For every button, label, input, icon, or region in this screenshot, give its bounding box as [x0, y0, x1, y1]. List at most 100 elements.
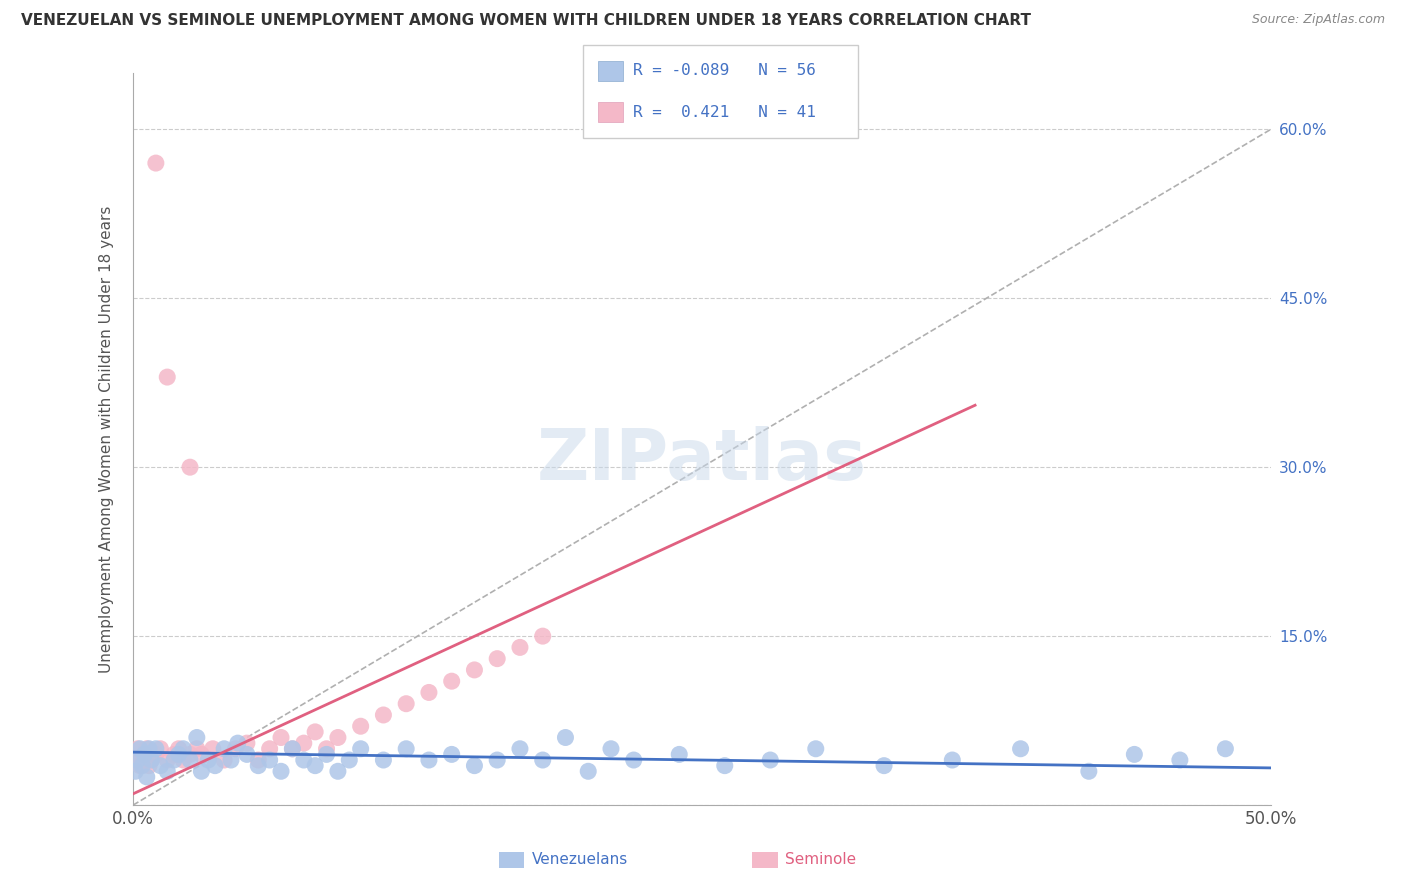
Point — [179, 753, 201, 767]
Point — [167, 747, 190, 762]
Point — [186, 731, 208, 745]
Point — [395, 741, 418, 756]
Point — [131, 753, 153, 767]
Point — [129, 741, 152, 756]
Point — [270, 764, 292, 779]
Point — [212, 753, 235, 767]
Point — [509, 741, 531, 756]
Point — [713, 758, 735, 772]
Point — [124, 764, 146, 779]
Point — [270, 731, 292, 745]
Point — [1077, 764, 1099, 779]
Point — [163, 747, 186, 762]
Point — [941, 753, 963, 767]
Point — [576, 764, 599, 779]
Text: Venezuelans: Venezuelans — [531, 853, 627, 867]
Point — [190, 747, 212, 762]
Point — [149, 758, 172, 772]
Point — [373, 753, 395, 767]
Point — [127, 741, 149, 756]
Point — [315, 741, 337, 756]
Point — [236, 747, 259, 762]
Point — [337, 753, 360, 767]
Point — [145, 747, 167, 762]
Point — [759, 753, 782, 767]
Point — [373, 708, 395, 723]
Y-axis label: Unemployment Among Women with Children Under 18 years: Unemployment Among Women with Children U… — [100, 205, 114, 673]
Point — [259, 753, 281, 767]
Point — [304, 758, 326, 772]
Point — [247, 758, 270, 772]
Text: Seminole: Seminole — [785, 853, 856, 867]
Point — [129, 758, 152, 772]
Point — [292, 736, 315, 750]
Point — [204, 758, 226, 772]
Point — [554, 731, 576, 745]
Point — [179, 460, 201, 475]
Point — [304, 724, 326, 739]
Point — [156, 370, 179, 384]
Point — [219, 753, 242, 767]
Point — [1168, 753, 1191, 767]
Point — [163, 753, 186, 767]
Point — [531, 629, 554, 643]
Point — [668, 747, 690, 762]
Point — [463, 663, 485, 677]
Point — [395, 697, 418, 711]
Text: R =  0.421   N = 41: R = 0.421 N = 41 — [633, 104, 815, 120]
Point — [156, 764, 179, 779]
Point — [350, 741, 373, 756]
Point — [201, 741, 224, 756]
Point — [804, 741, 827, 756]
Point — [531, 753, 554, 767]
Point — [138, 758, 160, 772]
Point — [131, 758, 153, 772]
Point — [486, 651, 509, 665]
Point — [179, 747, 201, 762]
Point — [418, 753, 440, 767]
Point — [463, 758, 485, 772]
Point — [1010, 741, 1032, 756]
Text: R = -0.089   N = 56: R = -0.089 N = 56 — [633, 63, 815, 78]
Point — [326, 764, 349, 779]
Point — [440, 674, 463, 689]
Point — [197, 753, 219, 767]
Point — [127, 753, 149, 767]
Point — [141, 753, 163, 767]
Point — [600, 741, 623, 756]
Point — [292, 753, 315, 767]
Point — [138, 741, 160, 756]
Point — [141, 753, 163, 767]
Point — [873, 758, 896, 772]
Point — [623, 753, 645, 767]
Point — [418, 685, 440, 699]
Point — [172, 753, 194, 767]
Point — [486, 753, 509, 767]
Point — [226, 736, 249, 750]
Point — [259, 741, 281, 756]
Point — [247, 753, 270, 767]
Point — [145, 741, 167, 756]
Point — [1123, 747, 1146, 762]
Text: ZIPatlas: ZIPatlas — [537, 426, 868, 495]
Point — [212, 741, 235, 756]
Point — [135, 770, 157, 784]
Point — [190, 764, 212, 779]
Point — [509, 640, 531, 655]
Point — [326, 731, 349, 745]
Point — [134, 747, 156, 762]
Point — [156, 753, 179, 767]
Point — [1215, 741, 1237, 756]
Point — [134, 747, 156, 762]
Point — [149, 741, 172, 756]
Point — [281, 741, 304, 756]
Point — [315, 747, 337, 762]
Point — [236, 736, 259, 750]
Text: Source: ZipAtlas.com: Source: ZipAtlas.com — [1251, 13, 1385, 27]
Point — [167, 741, 190, 756]
Point — [172, 741, 194, 756]
Point — [440, 747, 463, 762]
Point — [186, 741, 208, 756]
Point — [135, 741, 157, 756]
Text: VENEZUELAN VS SEMINOLE UNEMPLOYMENT AMONG WOMEN WITH CHILDREN UNDER 18 YEARS COR: VENEZUELAN VS SEMINOLE UNEMPLOYMENT AMON… — [21, 13, 1031, 29]
